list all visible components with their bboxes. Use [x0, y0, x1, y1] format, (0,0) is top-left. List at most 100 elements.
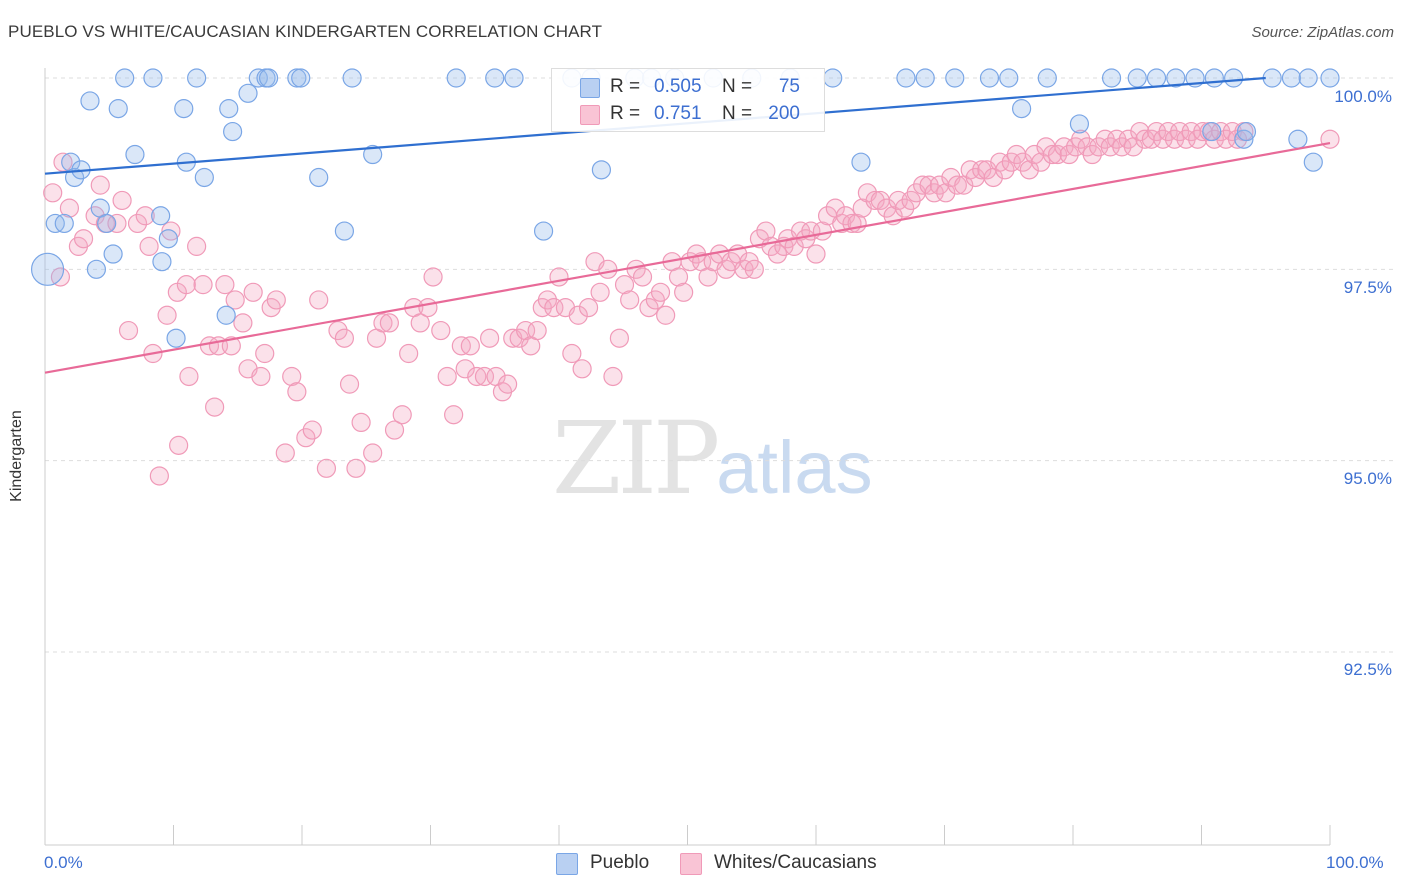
whites-point [384, 420, 405, 440]
whites-point [598, 259, 618, 279]
whites-swatch [580, 105, 600, 125]
whites-point [118, 320, 139, 341]
pueblo-point [103, 244, 123, 264]
pueblo-point [151, 206, 171, 226]
whites-point [59, 198, 80, 218]
whites-point [1158, 121, 1178, 142]
whites-point [1204, 129, 1224, 149]
whites-point [578, 298, 599, 318]
whites-point [225, 290, 245, 310]
whites-point [995, 160, 1015, 180]
whites-point [590, 282, 610, 302]
whites-point [972, 160, 992, 180]
whites-point [656, 305, 676, 325]
pueblo-legend-swatch [556, 853, 578, 875]
pueblo-point [1281, 68, 1302, 88]
whites-point [444, 405, 464, 425]
whites-point [544, 298, 564, 318]
whites-point [467, 366, 487, 387]
whites-point [287, 382, 307, 402]
whites-point [1042, 144, 1063, 165]
pueblo-point [1101, 68, 1122, 88]
pueblo-point [915, 68, 935, 88]
whites-point [351, 412, 371, 432]
pueblo-point [1234, 129, 1254, 149]
whites-point [936, 183, 956, 203]
pueblo-point [86, 259, 107, 279]
whites-trend-line [44, 141, 1331, 374]
whites-point [1047, 144, 1068, 165]
r-label: R = [610, 103, 641, 124]
whites-point [43, 183, 63, 203]
pueblo-point [64, 167, 85, 188]
whites-point [767, 244, 788, 264]
whites-point [221, 336, 241, 356]
pueblo-point [238, 83, 258, 103]
whites-point [251, 366, 271, 387]
whites-point [455, 359, 475, 379]
whites-point [50, 267, 71, 287]
whites-point [431, 320, 451, 341]
whites-point [363, 443, 383, 463]
pueblo-point [115, 68, 135, 88]
pueblo-point [823, 68, 843, 88]
pueblo-point [223, 121, 243, 142]
pueblo-point [1298, 68, 1318, 88]
whites-point [1082, 144, 1102, 165]
y-tick-label: 97.5% [1343, 278, 1392, 297]
whites-point [149, 466, 169, 486]
whites-point [392, 405, 412, 425]
whites-point [1071, 129, 1091, 149]
whites-point [865, 190, 885, 211]
pueblo-point [979, 68, 1000, 88]
pueblo-point [166, 328, 186, 348]
whites-point [73, 229, 94, 249]
whites-point [1031, 152, 1051, 172]
pueblo-point [591, 160, 612, 180]
whites-point [674, 282, 694, 302]
whites-point [668, 267, 689, 287]
x-tick-label: 0.0% [44, 853, 83, 872]
pueblo-point [1204, 68, 1224, 88]
pueblo-point [1288, 129, 1308, 149]
pueblo-n-value: 75 [778, 76, 800, 97]
whites-legend-swatch [680, 853, 702, 875]
pueblo-point [1262, 68, 1282, 88]
whites-point [1112, 137, 1132, 157]
whites-point [296, 428, 316, 448]
pueblo-point [342, 68, 362, 88]
whites-r-value: 0.751 [654, 103, 702, 124]
whites-point [193, 275, 213, 295]
pueblo-point [248, 68, 268, 88]
pueblo-point [851, 152, 871, 172]
legend-row-pueblo: R = 0.505 N = 75 [552, 74, 824, 100]
whites-point [282, 366, 302, 387]
axes [44, 68, 1331, 846]
whites-point [1170, 121, 1190, 142]
whites-point [1146, 121, 1167, 142]
whites-point [744, 259, 764, 279]
whites-point [275, 443, 295, 463]
pueblo-point [108, 99, 128, 119]
whites-point [176, 275, 196, 295]
pueblo-point [158, 229, 178, 249]
whites-point [334, 328, 355, 348]
pueblo-swatch [580, 78, 600, 98]
pueblo-point [309, 167, 329, 188]
whites-point [515, 320, 536, 341]
stats-legend: R = 0.505 N = 75 R = 0.751 N = 200 [551, 68, 825, 132]
pueblo-point [1069, 114, 1090, 134]
whites-point [187, 236, 207, 256]
whites-point [255, 343, 275, 364]
whites-point [620, 290, 640, 310]
whites-point [698, 267, 718, 287]
whites-point [215, 275, 235, 295]
whites-legend-label: Whites/Caucasians [714, 852, 877, 873]
whites-point [1059, 144, 1079, 165]
whites-point [127, 213, 148, 234]
y-tick-label: 100.0% [1334, 87, 1392, 106]
pueblo-point [80, 91, 100, 111]
whites-points [43, 121, 1340, 486]
whites-point [90, 175, 110, 195]
